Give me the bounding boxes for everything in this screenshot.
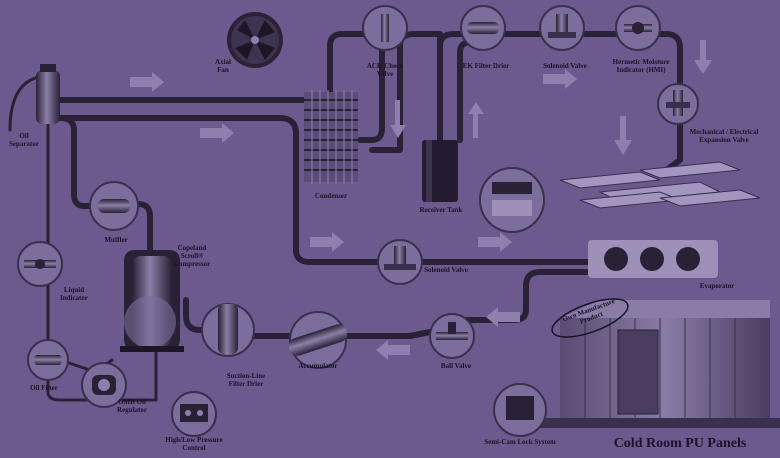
pressure-control [171,391,217,437]
label-condenser: Condenser [314,192,348,200]
label-lock-system: Semi-Cam Lock System [484,438,556,446]
solenoid-valve-top [539,5,585,51]
label-accumulator: Accumulator [298,362,338,370]
label-cold-room-panels: Cold Room PU Panels [613,436,747,451]
compressor [120,250,184,352]
own-manufacture-badge [551,298,629,338]
flow-arrows [130,40,712,360]
ball-valve [429,313,475,359]
condenser [304,90,358,184]
label-ack-check-valve: ACK Check Valve [366,62,404,78]
axial-fan [227,12,283,68]
oil-filter [27,339,69,381]
label-ek-filter-drier: EK Filter Drier [462,62,510,70]
label-omb-oil-regulator: OMB Oil Regulator [117,398,147,414]
label-oil-filter: Oil Filter [30,384,58,392]
evaporator-zoom [479,167,545,233]
ek-filter-drier [460,5,506,51]
label-moisture-indicator: Hermetic Moisture Indicator (HMI) [612,58,670,74]
cold-room [540,300,780,428]
label-expansion-valve: Mechanical / Electrical Expansion Valve [689,128,759,144]
liquid-indicator [17,241,63,287]
label-oil-separator: Oil Separator [9,132,39,148]
oil-separator [36,64,60,124]
label-evaporator: Evaporator [699,282,735,290]
label-liquid-indicator: Liquid Indicator [60,286,88,302]
label-suction-filter-drier: Suction-Line Filter Drier [226,372,266,388]
label-solenoid-valve-top: Solenoid Valve [543,62,587,70]
omb-oil-regulator [81,362,127,408]
accumulator [288,311,348,369]
solenoid-valve-mid [377,239,423,285]
evaporator [588,240,718,278]
lock-system [493,383,547,437]
label-ball-valve: Ball Valve [440,362,472,370]
label-compressor: Copeland Scroll® Compressor [173,244,211,268]
label-muffler: Muffler [104,236,128,244]
muffler [89,181,139,231]
receiver-tank [422,140,458,202]
moisture-indicator [615,5,661,51]
suction-filter-drier [201,303,255,357]
label-solenoid-valve-mid: Solenoid Valve [424,266,468,274]
panel-sheets [559,161,761,209]
ack-check-valve [362,5,408,51]
label-pressure-control: High/Low Pressure Control [165,436,223,452]
label-axial-fan: Axial Fan [215,58,231,74]
expansion-valve [657,83,699,125]
label-receiver-tank: Receiver Tank [419,206,463,214]
